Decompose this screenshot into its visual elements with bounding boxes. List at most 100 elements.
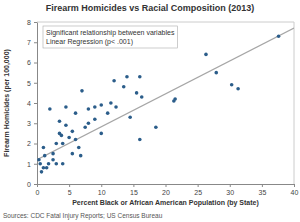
point	[74, 111, 78, 115]
tick: 5	[27, 79, 37, 86]
tick-label: 30	[226, 189, 234, 196]
tick-label: 5	[27, 79, 31, 86]
tick-label: 40	[291, 189, 299, 196]
point	[37, 158, 41, 162]
point	[214, 71, 218, 75]
point	[71, 152, 75, 156]
point	[43, 154, 47, 158]
annotation-text: Linear Regression (p< .001)	[46, 38, 133, 46]
tick-label: 2	[27, 140, 31, 147]
tick-label: 10	[98, 189, 106, 196]
chart-svg: 0 5 10 15 20 25 30 35 40 0 1 2 3 4 5 6 7 8 Significant rel…	[0, 0, 300, 222]
point	[67, 136, 71, 140]
title: Firearm Homicides vs Racial Composition …	[46, 3, 255, 13]
point	[125, 75, 129, 79]
tick: 7	[27, 39, 37, 46]
point	[64, 105, 68, 109]
tick: 30	[226, 184, 234, 196]
tick-label: 8	[27, 19, 31, 26]
point	[54, 142, 58, 146]
y-axis: 0 1 2 3 4 5 6 7 8	[27, 19, 37, 188]
tick-mark	[230, 184, 231, 187]
point	[173, 97, 177, 101]
tick: 4	[27, 100, 37, 107]
point	[42, 146, 46, 150]
point	[87, 121, 91, 125]
tick: 35	[258, 184, 266, 196]
point	[51, 158, 55, 162]
tick-label: 7	[27, 39, 31, 46]
tick-mark	[198, 184, 199, 187]
tick-label: 20	[162, 189, 170, 196]
tick: 1	[27, 160, 37, 167]
point	[140, 95, 144, 99]
marks	[37, 28, 294, 174]
tick: 5	[68, 184, 72, 196]
point	[48, 107, 52, 111]
axis-line	[34, 23, 38, 185]
annotation-box	[43, 26, 177, 48]
tick: 3	[27, 120, 37, 127]
tick-mark	[133, 184, 134, 187]
point	[87, 107, 91, 111]
tick-label: 0	[27, 181, 31, 188]
point	[112, 79, 116, 83]
tick-label: 25	[194, 189, 202, 196]
tick-mark	[262, 184, 263, 187]
annotation-text: Significant relationship between variabl…	[46, 29, 175, 37]
point	[51, 152, 55, 156]
point	[77, 146, 81, 150]
frame	[37, 22, 294, 23]
point	[99, 132, 103, 136]
point	[204, 53, 208, 57]
point	[106, 111, 110, 115]
source: Sources: CDC Fatal Injury Reports; US Ce…	[3, 212, 163, 220]
point	[83, 126, 87, 130]
y-axis-title: Firearm Homicides (per 100,000)	[3, 49, 11, 157]
point	[277, 34, 281, 38]
point	[74, 138, 78, 142]
tick: 40	[291, 184, 299, 196]
point	[80, 89, 84, 93]
point	[42, 166, 46, 170]
tick-label: 0	[36, 189, 40, 196]
tick: 25	[194, 184, 202, 196]
point	[99, 103, 103, 107]
tick-mark	[34, 63, 37, 64]
tick-mark	[101, 184, 102, 187]
tick: 20	[162, 184, 170, 196]
tick: 2	[27, 140, 37, 147]
point	[135, 91, 139, 95]
tick-mark	[34, 103, 37, 104]
point	[230, 83, 234, 87]
point	[236, 87, 240, 91]
tick-label: 35	[258, 189, 266, 196]
annotation: Significant relationship between variabl…	[43, 26, 177, 48]
tick: 6	[27, 59, 37, 66]
point	[47, 162, 51, 166]
tick-mark	[34, 144, 37, 145]
tick: 0	[36, 184, 40, 196]
plot: 0 5 10 15 20 25 30 35 40 0 1 2 3 4 5 6 7 8 Significant rel…	[27, 19, 298, 196]
tick-label: 4	[27, 100, 31, 107]
tick-label: 15	[130, 189, 138, 196]
point	[138, 138, 142, 142]
point	[71, 130, 75, 134]
tick-mark	[34, 184, 37, 185]
tick: 0	[27, 181, 37, 188]
tick: 10	[98, 184, 106, 196]
tick-mark	[34, 123, 37, 124]
point	[54, 162, 58, 166]
tick-mark	[34, 22, 37, 23]
point	[58, 119, 62, 123]
tick: 15	[130, 184, 138, 196]
tick-label: 1	[27, 160, 31, 167]
point	[45, 166, 49, 170]
point	[122, 85, 126, 89]
point	[79, 154, 83, 158]
tick: 8	[27, 19, 37, 26]
point	[60, 134, 64, 138]
x-axis-title: Percent Black or African American Popula…	[72, 199, 259, 207]
point	[64, 123, 68, 127]
tick-mark	[34, 164, 37, 165]
